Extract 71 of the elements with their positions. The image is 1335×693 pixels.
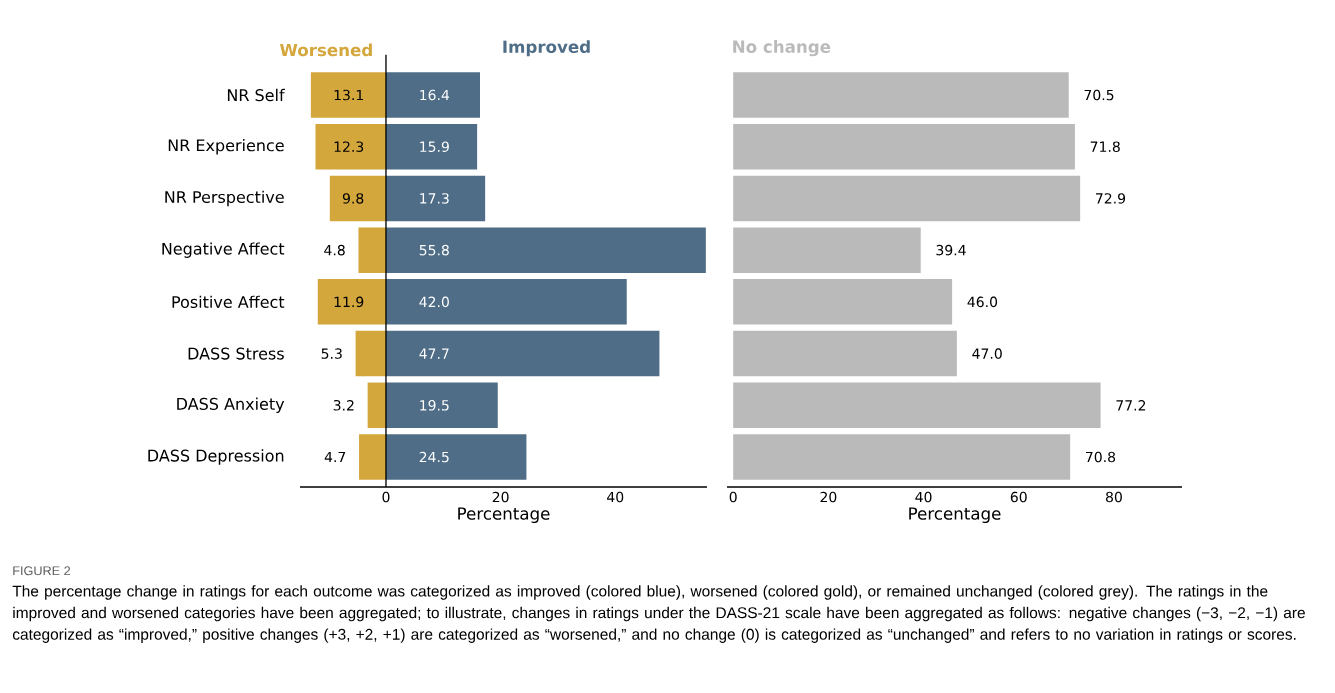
- x-tick-label: 0: [729, 491, 737, 503]
- bar: [733, 330, 957, 377]
- data-label: 46.0: [967, 296, 998, 308]
- x-tick-label: 40: [607, 491, 624, 503]
- x-axis-title: Percentage: [458, 507, 550, 524]
- bar: [385, 330, 660, 377]
- data-label: 55.8: [419, 244, 449, 256]
- bar: [385, 123, 478, 170]
- x-tick-label: 60: [1010, 491, 1027, 503]
- bar: [733, 279, 953, 325]
- data-label: 13.1: [334, 89, 363, 101]
- data-label: 47.7: [419, 348, 449, 359]
- data-label: 11.9: [334, 296, 364, 308]
- bar: [355, 330, 386, 377]
- x-tick-label: 40: [915, 491, 932, 503]
- bar: [310, 72, 386, 118]
- bar: [385, 72, 480, 118]
- data-label: 77.2: [1116, 400, 1146, 411]
- data-label: 4.7: [324, 451, 346, 463]
- data-label: 4.8: [324, 244, 345, 256]
- data-label: 39.4: [936, 244, 966, 256]
- bar: [385, 434, 527, 480]
- data-label: 5.3: [321, 348, 342, 359]
- bar: [329, 175, 386, 222]
- bar: [315, 123, 386, 170]
- series-label: No change: [733, 40, 831, 57]
- x-axis-title: Percentage: [909, 507, 1001, 524]
- data-label: 9.8: [342, 193, 364, 204]
- data-label: 42.0: [419, 296, 449, 308]
- data-label: 70.5: [1084, 89, 1114, 101]
- y-tick-label: NR Experience: [168, 138, 284, 155]
- data-label: 72.9: [1096, 193, 1126, 204]
- bar: [367, 382, 386, 429]
- bar: [359, 434, 386, 480]
- x-tick-label: 0: [382, 491, 390, 503]
- y-tick-label: Negative Affect: [162, 242, 285, 258]
- y-tick-label: DASS Depression: [148, 449, 284, 465]
- bar: [317, 279, 386, 325]
- data-label: 47.0: [972, 348, 1002, 359]
- x-tick-label: 20: [492, 491, 509, 503]
- bar: [358, 227, 386, 273]
- series-label: Worsened: [279, 43, 372, 57]
- bar: [733, 72, 1069, 118]
- y-tick-label: NR Perspective: [165, 190, 284, 207]
- data-label: 70.8: [1086, 451, 1116, 463]
- y-tick-label: DASS Anxiety: [177, 397, 285, 414]
- data-label: 19.5: [420, 399, 449, 411]
- y-tick-label: Positive Affect: [172, 295, 285, 309]
- data-label: 12.3: [334, 141, 364, 152]
- bar: [733, 434, 1071, 480]
- bar: [733, 382, 1101, 429]
- data-label: 17.3: [420, 193, 449, 204]
- x-tick-label: 80: [1105, 491, 1122, 503]
- bar: [385, 279, 627, 325]
- bar: [733, 175, 1081, 222]
- series-label: Improved: [503, 40, 590, 57]
- data-label: 24.5: [419, 451, 449, 463]
- text: The percentage change in ratings for each outcome was categorized as improved (colored blue), worsened (colored gold), or remained unchanged (colored grey). The ratings in the improved and worsened categories have been aggregated; to illustrate, changes in ratings under the DASS-21 scale have been aggregated as follows: negative changes (−3, −2, −1) are categorized as “improved,” positive changes (+3, +2, +1) are categorized as “worsened,” and no change (0) is categorized as “unchanged” and refers to no variation in ratings or scores.: [12, 585, 1305, 643]
- data-label: 16.4: [420, 89, 450, 101]
- y-tick-label: NR Self: [227, 88, 285, 102]
- bar: [733, 123, 1075, 170]
- caption: FIGURE 2: [13, 566, 71, 576]
- bar: [385, 382, 498, 429]
- data-label: 15.9: [420, 141, 449, 152]
- bar: [385, 227, 706, 273]
- x-tick-label: 20: [820, 491, 837, 503]
- bar: [385, 175, 486, 222]
- bar: [733, 227, 921, 273]
- data-label: 3.2: [333, 399, 354, 411]
- data-label: 71.8: [1090, 141, 1120, 152]
- y-tick-label: DASS Stress: [188, 347, 284, 360]
